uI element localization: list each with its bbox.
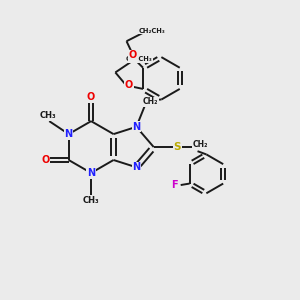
Text: N: N: [64, 129, 73, 139]
Text: CH₃: CH₃: [83, 196, 99, 205]
Text: CH₂CH₃: CH₂CH₃: [125, 56, 152, 62]
Text: O: O: [87, 92, 95, 102]
Text: F: F: [172, 180, 178, 190]
Text: O: O: [129, 50, 137, 60]
Text: CH₃: CH₃: [40, 111, 56, 120]
Text: S: S: [174, 142, 181, 152]
Text: O: O: [41, 155, 49, 165]
Text: N: N: [132, 122, 140, 132]
Text: CH₂CH₃: CH₂CH₃: [138, 28, 165, 34]
Text: N: N: [132, 162, 140, 172]
Text: O: O: [125, 80, 133, 90]
Text: CH₂: CH₂: [143, 98, 158, 106]
Text: CH₂: CH₂: [192, 140, 208, 148]
Text: N: N: [87, 168, 95, 178]
